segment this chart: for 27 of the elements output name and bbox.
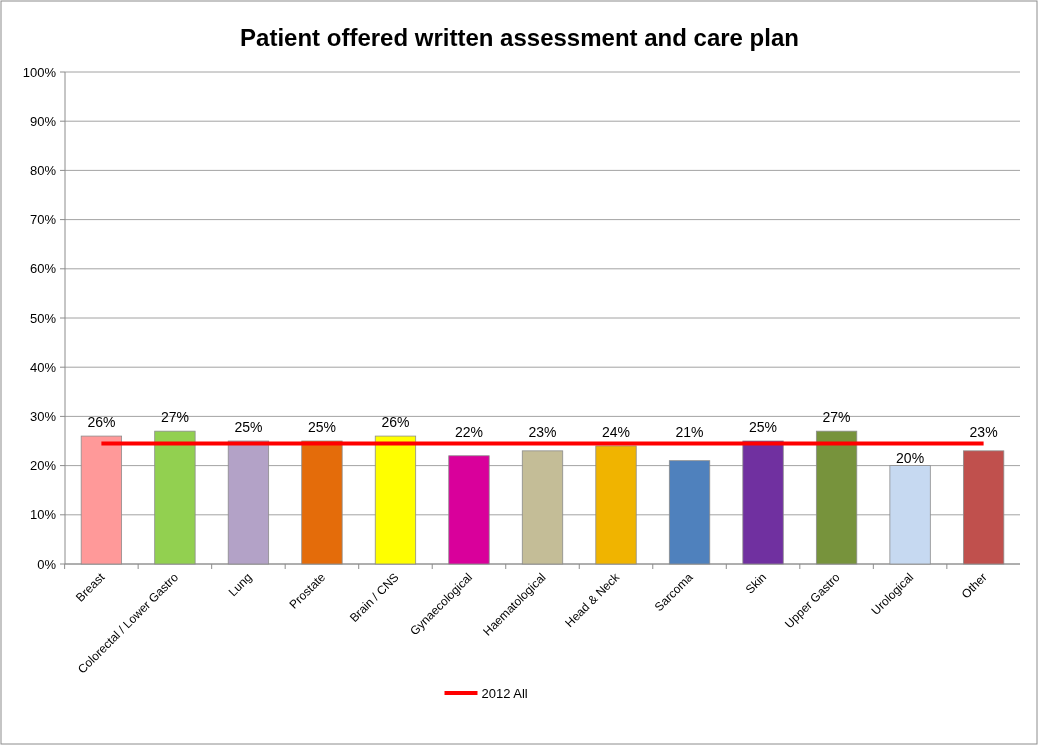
y-tick-label: 0% — [37, 556, 57, 572]
y-tick-label: 90% — [29, 113, 57, 129]
y-tick-label: 50% — [29, 310, 57, 326]
x-tick-label: Skin — [742, 570, 770, 597]
data-label: 25% — [234, 419, 263, 435]
legend-label: 2012 All — [481, 685, 528, 701]
data-label: 27% — [822, 409, 851, 426]
data-label: 26% — [381, 414, 410, 431]
y-tick-label: 60% — [29, 261, 57, 277]
data-label: 21% — [675, 424, 704, 441]
data-label: 25% — [307, 419, 336, 435]
chart-title: Patient offered written assessment and care plan — [240, 24, 799, 51]
data-label: 24% — [602, 423, 631, 440]
data-label: 25% — [749, 419, 778, 435]
y-tick-label: 100% — [22, 64, 57, 80]
data-label: 22% — [454, 424, 483, 441]
data-label: 23% — [528, 424, 557, 441]
y-tick-label: 20% — [29, 458, 57, 474]
y-tick-label: 40% — [29, 359, 57, 375]
y-tick-label: 70% — [29, 212, 57, 228]
data-label: 23% — [969, 424, 998, 441]
data-label: 26% — [87, 414, 116, 431]
data-label: 20% — [896, 449, 925, 466]
data-label: 27% — [160, 409, 189, 426]
y-tick-label: 10% — [29, 507, 57, 523]
y-tick-label: 30% — [29, 408, 57, 424]
y-tick-label: 80% — [29, 162, 57, 178]
